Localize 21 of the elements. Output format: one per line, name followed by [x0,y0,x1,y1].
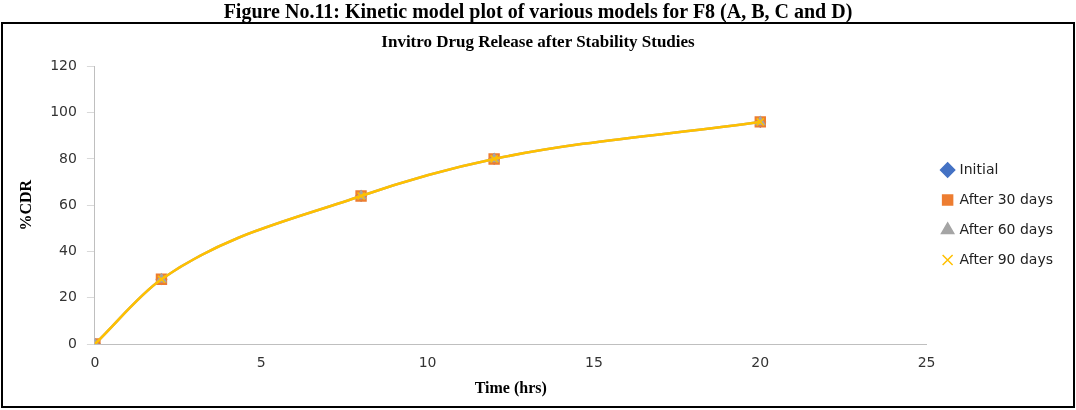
y-tick-label: 40 [59,242,77,259]
text: Figure No.11: Kinetic model plot of various models for F8 (A, B, C and D) [222,0,854,22]
x-tick-label: 0 [90,354,100,371]
y-axis-title: %CDR [16,179,34,231]
legend-label: After 90 days [959,250,1054,267]
y-tick-label: 100 [50,103,77,120]
y-tick-label: 60 [59,195,77,212]
y-tick-label: 80 [59,149,77,166]
legend-label: After 60 days [959,220,1054,237]
x-tick-label: 20 [751,354,770,371]
x-axis-title: Time (hrs) [474,378,547,397]
x-tick-label: 5 [256,354,266,371]
chart-title: Invitro Drug Release after Stability Studies [381,31,696,51]
x-tick-label: 15 [585,354,603,371]
legend-label: Initial [959,160,999,177]
x-tick-label: 10 [418,354,437,371]
legend-label: After 30 days [959,190,1054,207]
x-tick-label: 25 [917,354,936,371]
y-tick-label: 120 [50,57,77,74]
y-tick-label: 0 [68,334,77,351]
y-tick-label: 20 [59,288,77,305]
